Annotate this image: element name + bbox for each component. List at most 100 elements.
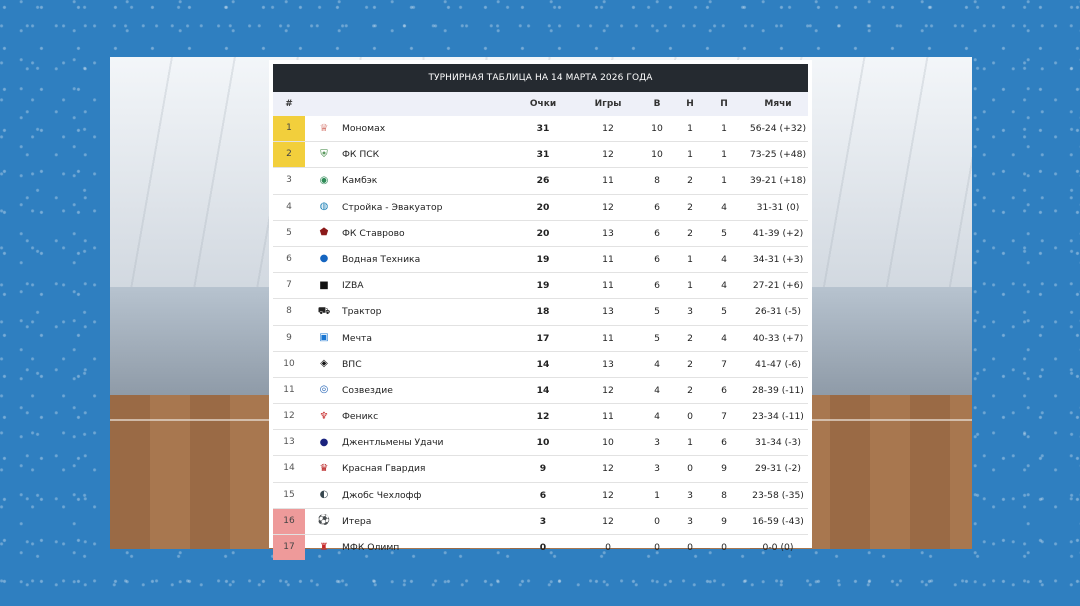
team-name-link[interactable]: Водная Техника <box>342 253 421 265</box>
wins-cell: 10 <box>651 149 663 161</box>
vodnaya-tekhnika-logo-icon: ● <box>319 253 329 265</box>
rank-cell: 16 <box>273 508 305 534</box>
team-name-link[interactable]: МФК Олимп <box>342 542 400 553</box>
rank-cell: 17 <box>273 535 305 560</box>
table-row[interactable]: 6 ● Водная Техника 19 11 6 1 4 34-31 (+3) <box>273 245 808 272</box>
losses-cell: 4 <box>721 253 727 265</box>
losses-cell: 5 <box>721 227 727 239</box>
team-name-link[interactable]: ФК Ставрово <box>342 227 405 239</box>
table-row[interactable]: 12 ♆ Феникс 12 11 4 0 7 23-34 (-11) <box>273 403 808 429</box>
team-name-link[interactable]: Мечта <box>342 332 372 344</box>
team-name-link[interactable]: Трактор <box>342 306 382 318</box>
rank-cell: 7 <box>286 280 292 291</box>
games-cell: 12 <box>602 463 614 475</box>
rank-cell: 5 <box>286 227 292 238</box>
losses-cell: 4 <box>721 201 727 213</box>
table-row[interactable]: 2 ⛨ ФК ПСК 31 12 10 1 1 73-25 (+48) <box>273 141 808 168</box>
sozvezdie-logo-icon: ◎ <box>319 384 329 396</box>
team-name-link[interactable]: ВПС <box>342 358 362 370</box>
team-name-link[interactable]: Камбэк <box>342 175 378 187</box>
table-row[interactable]: 15 ◐ Джобс Чехлофф 6 12 1 3 8 23-58 (-35) <box>273 481 808 508</box>
team-name-link[interactable]: Стройка - Эвакуатор <box>342 201 443 213</box>
table-row[interactable]: 11 ◎ Созвездие 14 12 4 2 6 28-39 (-11) <box>273 376 808 403</box>
wins-cell: 3 <box>654 463 660 475</box>
mechta-logo-icon: ▣ <box>319 332 329 343</box>
fk-stavrovo-logo-icon: ⬟ <box>319 227 329 239</box>
games-cell: 12 <box>602 123 614 134</box>
games-cell: 10 <box>602 437 614 449</box>
header-points[interactable]: Очки <box>529 99 557 109</box>
wins-cell: 6 <box>654 201 660 213</box>
wins-cell: 0 <box>654 515 660 527</box>
games-cell: 12 <box>602 489 614 501</box>
losses-cell: 9 <box>721 463 727 475</box>
points-cell: 9 <box>539 463 547 475</box>
draws-cell: 3 <box>687 515 693 527</box>
kambek-logo-icon: ◉ <box>319 174 329 186</box>
wins-cell: 0 <box>654 542 660 553</box>
table-row[interactable]: 17 ♜ МФК Олимп 0 0 0 0 0 0-0 (0) <box>273 534 808 560</box>
wins-cell: 5 <box>654 332 660 344</box>
table-row[interactable]: 3 ◉ Камбэк 26 11 8 2 1 39-21 (+18) <box>273 167 808 193</box>
header-wins[interactable]: В <box>653 99 661 109</box>
losses-cell: 4 <box>721 332 727 344</box>
games-cell: 13 <box>602 358 614 370</box>
table-row[interactable]: 4 ◍ Стройка - Эвакуатор 20 12 6 2 4 31-31 (0) <box>273 193 808 220</box>
header-rank[interactable]: # <box>285 99 293 109</box>
games-cell: 12 <box>602 515 614 527</box>
fk-psk-logo-icon: ⛨ <box>320 148 328 160</box>
table-row[interactable]: 8 ⛟ Трактор 18 13 5 3 5 26-31 (-5) <box>273 298 808 324</box>
games-cell: 11 <box>602 332 614 344</box>
rank-cell: 8 <box>286 306 292 317</box>
team-name-link[interactable]: Созвездие <box>342 384 393 396</box>
table-row[interactable]: 5 ⬟ ФК Ставрово 20 13 6 2 5 41-39 (+2) <box>273 219 808 246</box>
table-row[interactable]: 1 ♕ Мономах 31 12 10 1 1 56-24 (+32) <box>273 116 808 141</box>
wins-cell: 4 <box>654 358 660 370</box>
team-name-link[interactable]: ФК ПСК <box>342 149 380 161</box>
table-header-row: # Очки Игры В Н П Мячи <box>273 92 808 116</box>
games-cell: 13 <box>602 306 614 318</box>
losses-cell: 1 <box>721 175 727 187</box>
draws-cell: 2 <box>687 384 693 396</box>
stroyka-evakuator-logo-icon: ◍ <box>319 201 329 213</box>
points-cell: 6 <box>539 489 547 501</box>
rank-cell: 13 <box>283 437 295 448</box>
team-name-link[interactable]: Мономах <box>342 123 386 134</box>
header-losses[interactable]: П <box>720 99 728 109</box>
draws-cell: 1 <box>687 437 693 449</box>
points-cell: 20 <box>536 201 550 213</box>
games-cell: 11 <box>602 253 614 265</box>
traktor-logo-icon: ⛟ <box>317 305 331 317</box>
points-cell: 26 <box>536 175 550 187</box>
team-name-link[interactable]: Красная Гвардия <box>342 463 426 475</box>
table-row[interactable]: 13 ● Джентльмены Удачи 10 10 3 1 6 31-34 (-3) <box>273 429 808 455</box>
points-cell: 19 <box>536 280 550 292</box>
goals-cell: 41-47 (-6) <box>755 358 801 370</box>
table-row[interactable]: 7 ■ IZBA 19 11 6 1 4 27-21 (+6) <box>273 272 808 298</box>
header-draws[interactable]: Н <box>686 99 694 109</box>
dzhobs-chekhloff-logo-icon: ◐ <box>319 489 329 501</box>
team-name-link[interactable]: IZBA <box>342 280 364 292</box>
team-name-link[interactable]: Джобс Чехлофф <box>342 489 422 501</box>
header-goals[interactable]: Мячи <box>764 99 792 109</box>
table-row[interactable]: 9 ▣ Мечта 17 11 5 2 4 40-33 (+7) <box>273 324 808 351</box>
losses-cell: 1 <box>721 123 727 134</box>
games-cell: 11 <box>602 175 614 187</box>
rank-cell: 11 <box>283 384 295 395</box>
points-cell: 10 <box>536 437 550 449</box>
team-name-link[interactable]: Итера <box>342 515 372 527</box>
goals-cell: 34-31 (+3) <box>752 253 804 265</box>
wins-cell: 5 <box>654 306 660 318</box>
losses-cell: 5 <box>721 306 727 318</box>
table-row[interactable]: 14 ♛ Красная Гвардия 9 12 3 0 9 29-31 (-2) <box>273 455 808 481</box>
points-cell: 14 <box>536 358 550 370</box>
games-cell: 12 <box>602 149 614 161</box>
losses-cell: 4 <box>721 280 727 292</box>
team-name-link[interactable]: Феникс <box>342 411 379 423</box>
table-row[interactable]: 16 ⚽ Итера 3 12 0 3 9 16-59 (-43) <box>273 507 808 534</box>
goals-cell: 31-31 (0) <box>756 201 800 213</box>
table-row[interactable]: 10 ◈ ВПС 14 13 4 2 7 41-47 (-6) <box>273 350 808 377</box>
team-name-link[interactable]: Джентльмены Удачи <box>342 437 444 449</box>
header-games[interactable]: Игры <box>594 99 622 109</box>
games-cell: 12 <box>602 384 614 396</box>
